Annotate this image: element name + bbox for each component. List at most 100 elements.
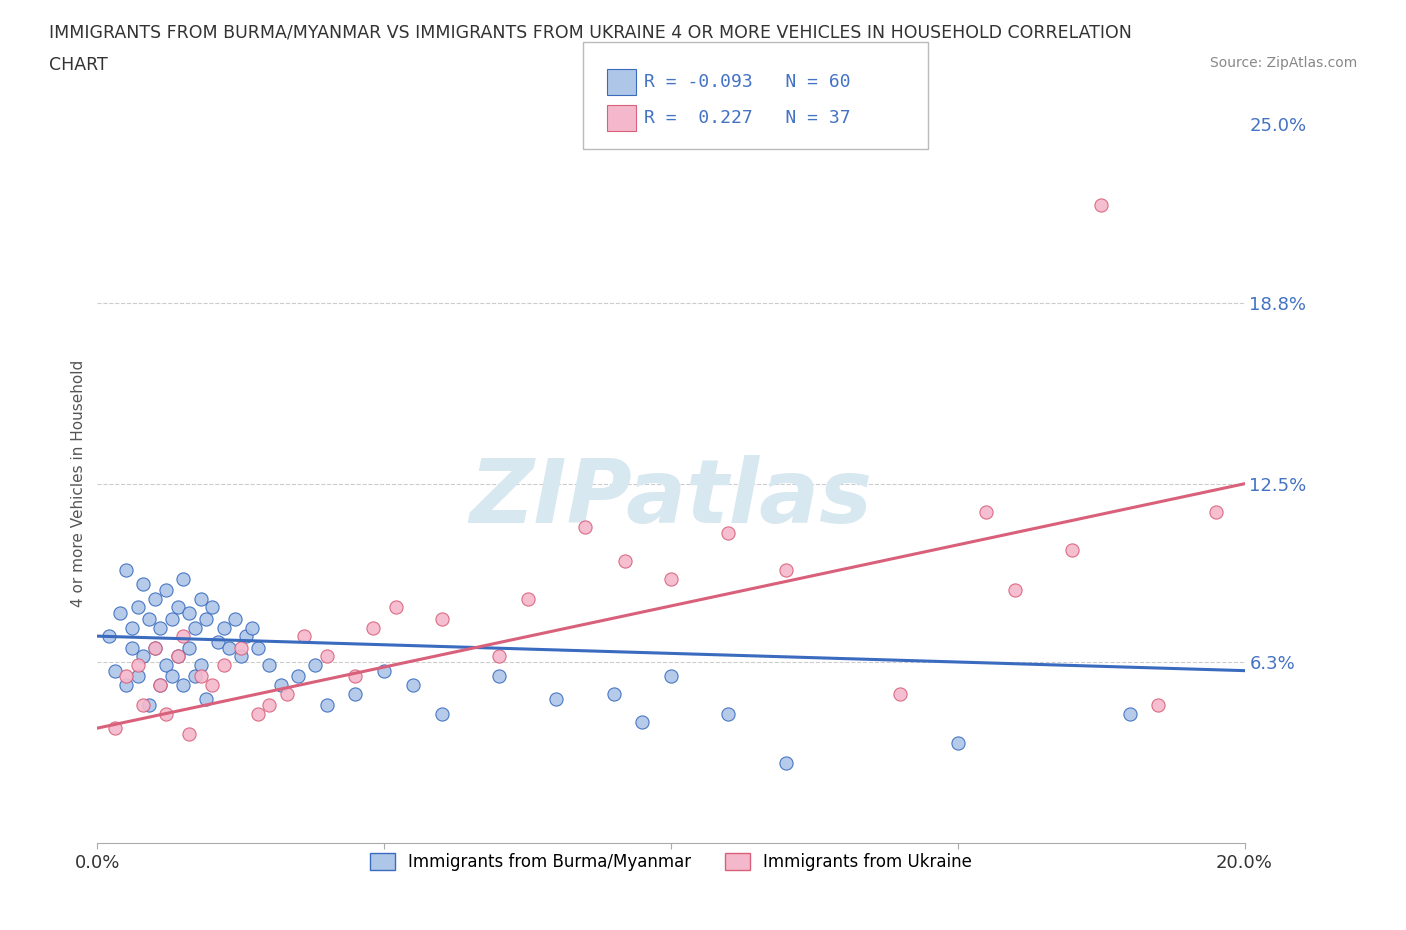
Point — [172, 678, 194, 693]
Point — [132, 649, 155, 664]
Point — [184, 669, 207, 684]
Point — [155, 706, 177, 721]
Point — [614, 554, 637, 569]
Text: ZIPatlas: ZIPatlas — [470, 455, 873, 541]
Point — [430, 611, 453, 626]
Point — [132, 698, 155, 712]
Point — [127, 600, 149, 615]
Point — [546, 692, 568, 707]
Point — [207, 634, 229, 649]
Point — [631, 715, 654, 730]
Point — [602, 686, 624, 701]
Point — [430, 706, 453, 721]
Point — [1147, 698, 1170, 712]
Point — [115, 678, 138, 693]
Text: Source: ZipAtlas.com: Source: ZipAtlas.com — [1209, 56, 1357, 70]
Point — [190, 669, 212, 684]
Point — [127, 669, 149, 684]
Point — [488, 649, 510, 664]
Text: R =  0.227   N = 37: R = 0.227 N = 37 — [644, 109, 851, 127]
Point — [659, 571, 682, 586]
Point — [1090, 197, 1112, 212]
Point — [160, 611, 183, 626]
Point — [516, 591, 538, 606]
Point — [292, 629, 315, 644]
Point — [121, 640, 143, 655]
Point — [172, 629, 194, 644]
Point — [276, 686, 298, 701]
Point — [246, 640, 269, 655]
Point — [184, 620, 207, 635]
Text: IMMIGRANTS FROM BURMA/MYANMAR VS IMMIGRANTS FROM UKRAINE 4 OR MORE VEHICLES IN H: IMMIGRANTS FROM BURMA/MYANMAR VS IMMIGRA… — [49, 23, 1132, 41]
Point — [115, 563, 138, 578]
Point — [195, 692, 218, 707]
Point — [717, 706, 740, 721]
Point — [1062, 542, 1084, 557]
Point — [229, 640, 252, 655]
Point — [659, 669, 682, 684]
Point — [361, 620, 384, 635]
Point — [315, 649, 337, 664]
Point — [115, 669, 138, 684]
Point — [224, 611, 246, 626]
Point — [218, 640, 240, 655]
Point — [402, 678, 425, 693]
Point — [179, 640, 201, 655]
Y-axis label: 4 or more Vehicles in Household: 4 or more Vehicles in Household — [72, 360, 86, 607]
Point — [212, 658, 235, 672]
Text: CHART: CHART — [49, 56, 108, 73]
Point — [1119, 706, 1142, 721]
Point — [103, 721, 125, 736]
Point — [946, 735, 969, 750]
Point — [384, 600, 406, 615]
Point — [166, 649, 188, 664]
Point — [344, 686, 367, 701]
Point — [889, 686, 911, 701]
Text: R = -0.093   N = 60: R = -0.093 N = 60 — [644, 73, 851, 91]
Point — [304, 658, 326, 672]
Point — [155, 583, 177, 598]
Point — [110, 605, 132, 620]
Point — [488, 669, 510, 684]
Point — [97, 629, 120, 644]
Point — [717, 525, 740, 540]
Point — [103, 663, 125, 678]
Point — [143, 640, 166, 655]
Point — [195, 611, 218, 626]
Point — [179, 726, 201, 741]
Point — [259, 698, 281, 712]
Point — [149, 678, 172, 693]
Point — [259, 658, 281, 672]
Point — [201, 678, 224, 693]
Point — [179, 605, 201, 620]
Legend: Immigrants from Burma/Myanmar, Immigrants from Ukraine: Immigrants from Burma/Myanmar, Immigrant… — [363, 846, 979, 878]
Point — [1004, 583, 1026, 598]
Point — [127, 658, 149, 672]
Point — [246, 706, 269, 721]
Point — [574, 520, 596, 535]
Point — [315, 698, 337, 712]
Point — [143, 591, 166, 606]
Point — [270, 678, 292, 693]
Point — [976, 505, 998, 520]
Point — [132, 577, 155, 591]
Point — [138, 698, 160, 712]
Point — [344, 669, 367, 684]
Point — [149, 620, 172, 635]
Point — [166, 649, 188, 664]
Point — [775, 563, 797, 578]
Point — [240, 620, 263, 635]
Point — [143, 640, 166, 655]
Point — [149, 678, 172, 693]
Point — [373, 663, 395, 678]
Point — [1205, 505, 1227, 520]
Point — [121, 620, 143, 635]
Point — [160, 669, 183, 684]
Point — [212, 620, 235, 635]
Point — [166, 600, 188, 615]
Point — [201, 600, 224, 615]
Point — [190, 591, 212, 606]
Point — [138, 611, 160, 626]
Point — [775, 755, 797, 770]
Point — [287, 669, 309, 684]
